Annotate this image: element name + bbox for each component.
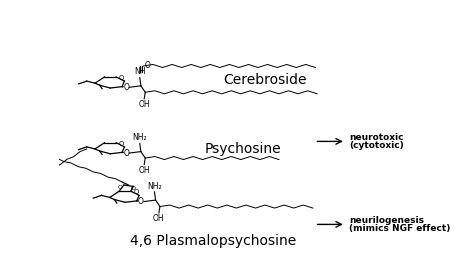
Text: O: O	[144, 62, 150, 71]
Text: OH: OH	[138, 165, 150, 175]
Text: 4,6 Plasmalopsychosine: 4,6 Plasmalopsychosine	[130, 234, 297, 248]
Text: (mimics NGF effect): (mimics NGF effect)	[349, 224, 451, 233]
Text: NH₂: NH₂	[132, 133, 147, 142]
Text: O: O	[119, 75, 124, 81]
Text: OH: OH	[153, 214, 164, 223]
Text: O: O	[138, 197, 144, 206]
Text: O: O	[117, 185, 122, 190]
Text: neurotoxic: neurotoxic	[349, 133, 404, 142]
Text: NH: NH	[134, 67, 146, 76]
Text: O: O	[134, 189, 139, 195]
Text: O: O	[123, 149, 129, 158]
Text: O: O	[119, 141, 124, 147]
Text: (cytotoxic): (cytotoxic)	[349, 141, 404, 150]
Text: OH: OH	[138, 100, 150, 109]
Text: NH₂: NH₂	[147, 182, 162, 191]
Text: neurilogenesis: neurilogenesis	[349, 216, 424, 225]
Text: O: O	[123, 83, 129, 92]
Text: Cerebroside: Cerebroside	[223, 73, 307, 87]
Text: Psychosine: Psychosine	[205, 143, 281, 157]
Text: O: O	[130, 186, 135, 191]
